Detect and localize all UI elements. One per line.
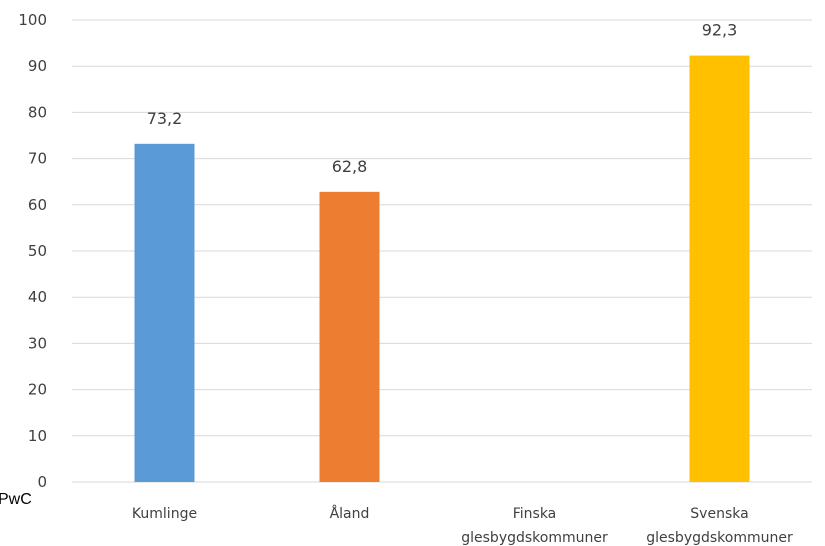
y-tick-label: 50 (28, 242, 47, 260)
category-label: Kumlinge (132, 506, 197, 522)
data-label: 62,8 (332, 157, 368, 176)
category-label: glesbygdskommuner (646, 530, 793, 546)
y-tick-label: 20 (28, 381, 47, 399)
y-tick-label: 40 (28, 288, 47, 306)
gridlines (72, 19, 812, 483)
y-tick-label: 10 (28, 427, 47, 445)
y-tick-label: 90 (28, 57, 47, 75)
x-axis-category-labels: Kumlinge Åland Finska glesbygdskommuner Sven… (132, 505, 793, 546)
bar (319, 191, 380, 482)
category-label: Åland (330, 505, 370, 522)
category-label: Finska (513, 506, 557, 522)
bars (134, 55, 750, 483)
y-tick-label: 60 (28, 196, 47, 214)
bar (134, 143, 195, 483)
y-tick-label: 80 (28, 103, 47, 121)
y-tick-label: 0 (37, 473, 47, 491)
category-label: Svenska (690, 506, 748, 522)
y-tick-label: 70 (28, 150, 47, 168)
bar (689, 55, 750, 482)
y-tick-label: 30 (28, 334, 47, 352)
data-labels: 73,2 62,8 92,3 (147, 21, 738, 176)
source-label: PwC (0, 491, 32, 508)
y-axis-tick-labels: 0 10 20 30 40 50 60 70 80 90 100 (18, 11, 47, 491)
data-label: 73,2 (147, 109, 183, 128)
category-label: glesbygdskommuner (461, 530, 608, 546)
y-tick-label: 100 (18, 11, 47, 29)
data-label: 92,3 (702, 21, 738, 40)
